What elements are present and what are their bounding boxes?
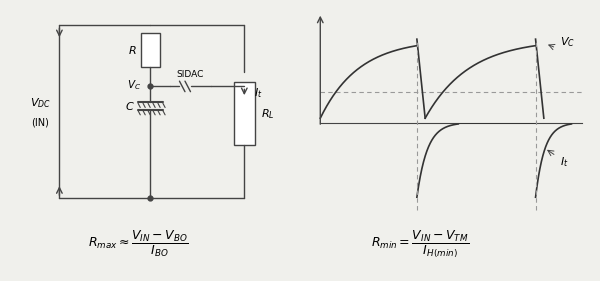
Text: $R_L$: $R_L$: [261, 107, 274, 121]
Text: (IN): (IN): [31, 117, 49, 127]
Text: $V_C$: $V_C$: [560, 35, 575, 49]
Text: $R_{max} \approx\dfrac{V_{IN} - V_{BO}}{I_{BO}}$: $R_{max} \approx\dfrac{V_{IN} - V_{BO}}{…: [88, 229, 188, 259]
Text: SIDAC: SIDAC: [177, 70, 204, 79]
Bar: [141, 33, 160, 67]
Text: $R_{min} = \dfrac{V_{IN} - V_{TM}}{I_{H(min)}}$: $R_{min} = \dfrac{V_{IN} - V_{TM}}{I_{H(…: [371, 228, 469, 260]
Text: $I_t$: $I_t$: [560, 155, 569, 169]
Text: R: R: [128, 46, 136, 56]
Text: $V_{DC}$: $V_{DC}$: [29, 96, 50, 110]
Text: C: C: [126, 103, 134, 112]
Text: $V_C$: $V_C$: [127, 78, 141, 92]
Bar: [234, 82, 255, 146]
Text: $I_t$: $I_t$: [254, 86, 263, 100]
